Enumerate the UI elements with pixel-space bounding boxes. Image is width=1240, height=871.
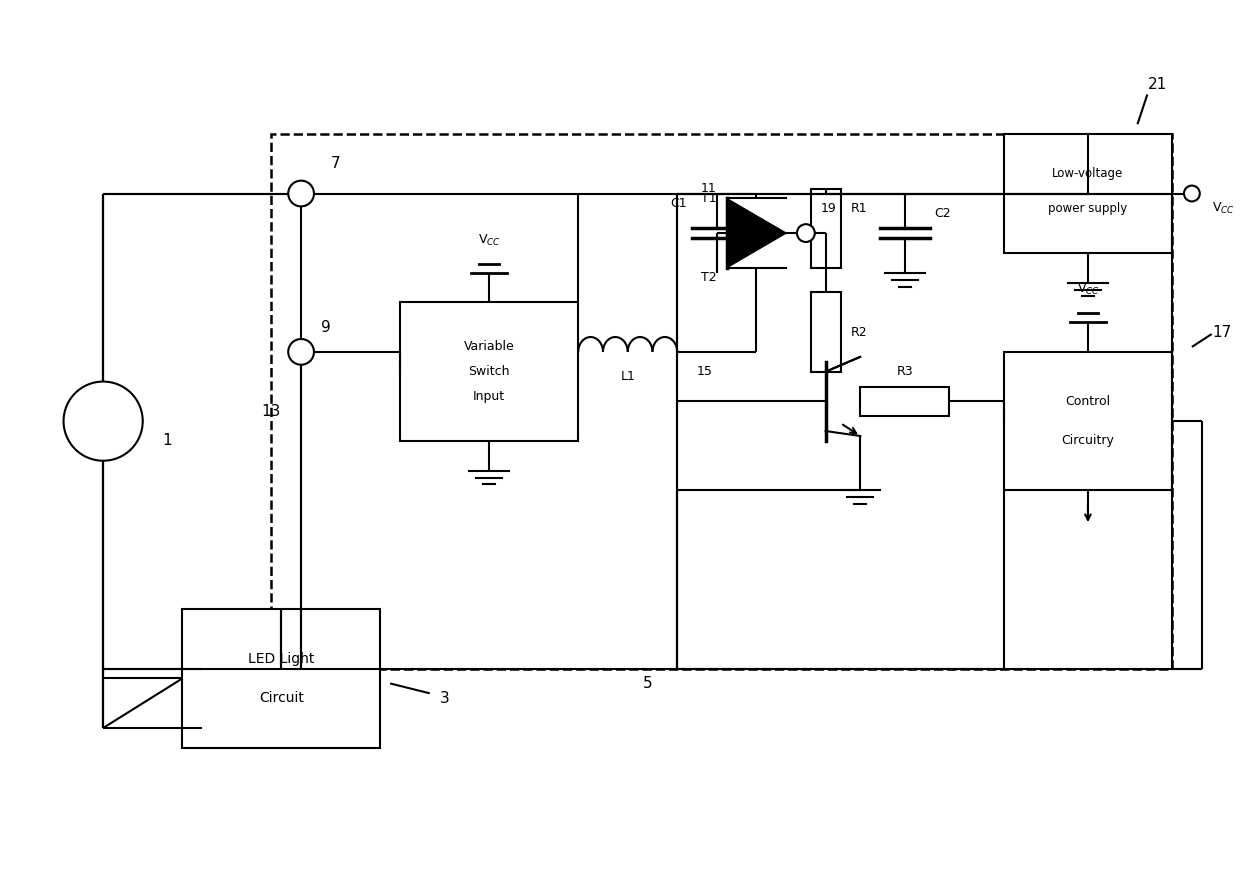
- Text: Control: Control: [1065, 395, 1111, 408]
- Text: 17: 17: [1211, 325, 1231, 340]
- Bar: [272, 134, 1172, 669]
- Text: 11: 11: [701, 182, 717, 195]
- Text: 7: 7: [331, 156, 341, 172]
- Polygon shape: [727, 199, 786, 233]
- Bar: [182, 609, 381, 748]
- Circle shape: [288, 339, 314, 365]
- Text: R3: R3: [897, 365, 913, 378]
- Text: Switch: Switch: [469, 365, 510, 378]
- Text: 21: 21: [1147, 78, 1167, 92]
- Text: 9: 9: [321, 320, 331, 334]
- Text: C1: C1: [671, 197, 687, 210]
- Circle shape: [63, 381, 143, 461]
- Text: LED Light: LED Light: [248, 652, 315, 665]
- Bar: [1004, 352, 1172, 490]
- Text: C2: C2: [935, 206, 951, 219]
- Circle shape: [797, 224, 815, 242]
- Text: Circuitry: Circuitry: [1061, 435, 1115, 448]
- Text: 3: 3: [440, 691, 449, 706]
- Text: V$_{CC}$: V$_{CC}$: [477, 233, 501, 248]
- Text: Circuit: Circuit: [259, 692, 304, 706]
- Text: 15: 15: [697, 365, 713, 378]
- Circle shape: [1184, 186, 1200, 201]
- Bar: [401, 302, 578, 441]
- Bar: [861, 387, 950, 416]
- Text: 5: 5: [642, 676, 652, 691]
- Text: 19: 19: [821, 202, 837, 215]
- Text: 1: 1: [162, 434, 172, 449]
- Text: Low-voltage: Low-voltage: [1053, 167, 1123, 180]
- Text: V$_{CC}$: V$_{CC}$: [1076, 282, 1100, 297]
- Text: L1: L1: [620, 370, 635, 383]
- Bar: [1004, 134, 1172, 253]
- Bar: [811, 293, 841, 372]
- Text: 13: 13: [262, 404, 281, 419]
- Text: power supply: power supply: [1048, 202, 1127, 215]
- Text: R2: R2: [851, 326, 867, 339]
- Text: V$_{CC}$: V$_{CC}$: [1211, 201, 1235, 216]
- Text: R1: R1: [851, 202, 867, 215]
- Circle shape: [288, 180, 314, 206]
- Text: Input: Input: [474, 390, 505, 403]
- Text: Variable: Variable: [464, 341, 515, 354]
- Polygon shape: [727, 233, 786, 267]
- Text: T2: T2: [701, 271, 717, 284]
- Text: T1: T1: [701, 192, 717, 205]
- Bar: [811, 188, 841, 267]
